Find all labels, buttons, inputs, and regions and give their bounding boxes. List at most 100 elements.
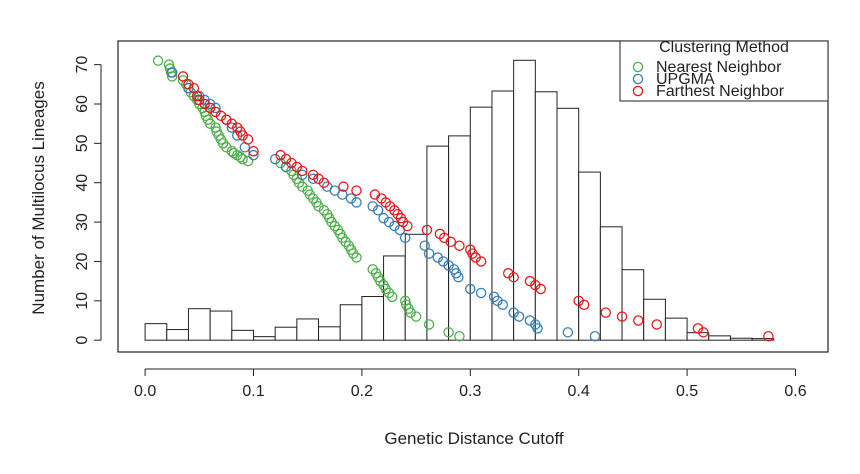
point-upgma (372, 205, 384, 216)
histogram-bar (318, 326, 341, 341)
histogram-bar (187, 308, 211, 341)
histogram-bar (534, 91, 558, 341)
x-tick-label: 0.2 (351, 383, 373, 400)
legend-marker-upgma (632, 73, 644, 85)
legend-title: Clustering Method (659, 39, 789, 56)
x-axis: 0.0 0.1 0.2 0.3 0.4 0.5 0.6 (134, 368, 807, 400)
point-upgma (562, 327, 574, 338)
y-tick-label: 50 (74, 134, 91, 152)
point-farthest-neighbor (177, 71, 189, 82)
histogram-bar (729, 337, 753, 341)
legend: Clustering Method Nearest Neighbor UPGMA… (619, 39, 829, 102)
point-nearest-neighbor (166, 71, 178, 82)
point-nearest-neighbor (237, 153, 248, 165)
y-tick-label: 20 (74, 252, 91, 270)
histogram-bar (491, 90, 515, 341)
x-tick-label: 0.5 (676, 383, 698, 400)
x-tick-label: 0.6 (784, 383, 806, 400)
point-farthest-neighbor (242, 134, 254, 145)
x-tick-label: 0.4 (568, 383, 590, 400)
histogram-bar (599, 226, 623, 341)
point-upgma (297, 169, 308, 181)
point-farthest-neighbor (445, 236, 457, 248)
point-farthest-neighbor (535, 283, 546, 295)
point-nearest-neighbor (351, 252, 362, 263)
point-upgma (589, 331, 601, 342)
y-tick-label: 30 (74, 213, 91, 231)
legend-box (619, 40, 829, 102)
point-farthest-neighbor (651, 319, 662, 330)
histogram-bar (621, 269, 645, 341)
histogram-bar (708, 335, 731, 341)
y-axis: 0 10 20 30 40 50 60 70 (74, 56, 102, 345)
histogram-bar (664, 317, 688, 341)
point-nearest-neighbor (423, 319, 435, 330)
histogram-bar (209, 310, 233, 341)
point-farthest-neighbor (338, 181, 349, 192)
point-farthest-neighbor (763, 331, 774, 342)
legend-marker-nearest-neighbor (632, 61, 644, 73)
point-upgma (210, 102, 221, 114)
y-axis-label: Number of Multilocus Lineages (29, 81, 48, 314)
y-tick-label: 70 (74, 56, 91, 74)
histogram-bar (339, 304, 363, 341)
legend-entry-farthest-neighbor: Farthest Neighbor (656, 83, 785, 100)
x-axis-label: Genetic Distance Cutoff (384, 429, 563, 448)
point-farthest-neighbor (508, 271, 519, 283)
point-farthest-neighbor (402, 220, 413, 232)
point-farthest-neighbor (421, 224, 433, 236)
point-upgma (419, 240, 431, 251)
point-farthest-neighbor (318, 177, 330, 188)
x-tick-label: 0.3 (459, 383, 481, 400)
point-upgma (183, 82, 194, 94)
y-tick-label: 10 (74, 292, 91, 310)
point-upgma (337, 189, 348, 200)
point-farthest-neighbor (616, 311, 628, 322)
point-farthest-neighbor (578, 299, 590, 311)
y-tick-label: 40 (74, 174, 91, 192)
point-upgma (423, 248, 435, 259)
point-farthest-neighbor (475, 256, 487, 267)
point-farthest-neighbor (351, 185, 362, 196)
histogram-bar (361, 295, 385, 341)
y-tick-label: 0 (74, 336, 91, 345)
point-farthest-neighbor (600, 307, 612, 318)
histogram-bar (252, 336, 276, 341)
point-farthest-neighbor (454, 240, 465, 251)
histogram-bar (274, 326, 298, 341)
point-upgma (513, 311, 525, 322)
plot-frame (117, 40, 829, 353)
point-farthest-neighbor (698, 327, 709, 338)
histogram-bar (448, 135, 471, 341)
point-farthest-neighbor (248, 145, 259, 157)
point-upgma (226, 122, 238, 133)
histogram-layer (144, 59, 775, 341)
point-nearest-neighbor (242, 155, 254, 167)
legend-entry-upgma: UPGMA (656, 71, 715, 88)
legend-entry-nearest-neighbor: Nearest Neighbor (656, 59, 782, 76)
histogram-bar (513, 59, 536, 341)
x-tick-label: 0.1 (242, 383, 264, 400)
point-upgma (400, 232, 411, 244)
histogram-bar (426, 145, 450, 341)
point-nearest-neighbor (386, 291, 398, 303)
point-upgma (248, 149, 259, 161)
scatter-points-layer (152, 55, 774, 342)
point-upgma (166, 67, 178, 78)
point-upgma (453, 271, 464, 283)
point-farthest-neighbor (633, 315, 644, 326)
histogram-bar (296, 318, 320, 341)
y-tick-label: 60 (74, 95, 91, 113)
legend-marker-farthest-neighbor (632, 85, 644, 97)
histogram-bar (578, 171, 601, 341)
histogram-bar (469, 106, 493, 341)
point-upgma (307, 173, 319, 185)
point-nearest-neighbor (152, 55, 164, 66)
histogram-bar (231, 329, 254, 341)
point-upgma (497, 299, 509, 311)
histogram-bar (556, 107, 580, 341)
histogram-bar (166, 329, 189, 341)
x-tick-label: 0.0 (134, 383, 156, 400)
point-upgma (475, 287, 487, 299)
